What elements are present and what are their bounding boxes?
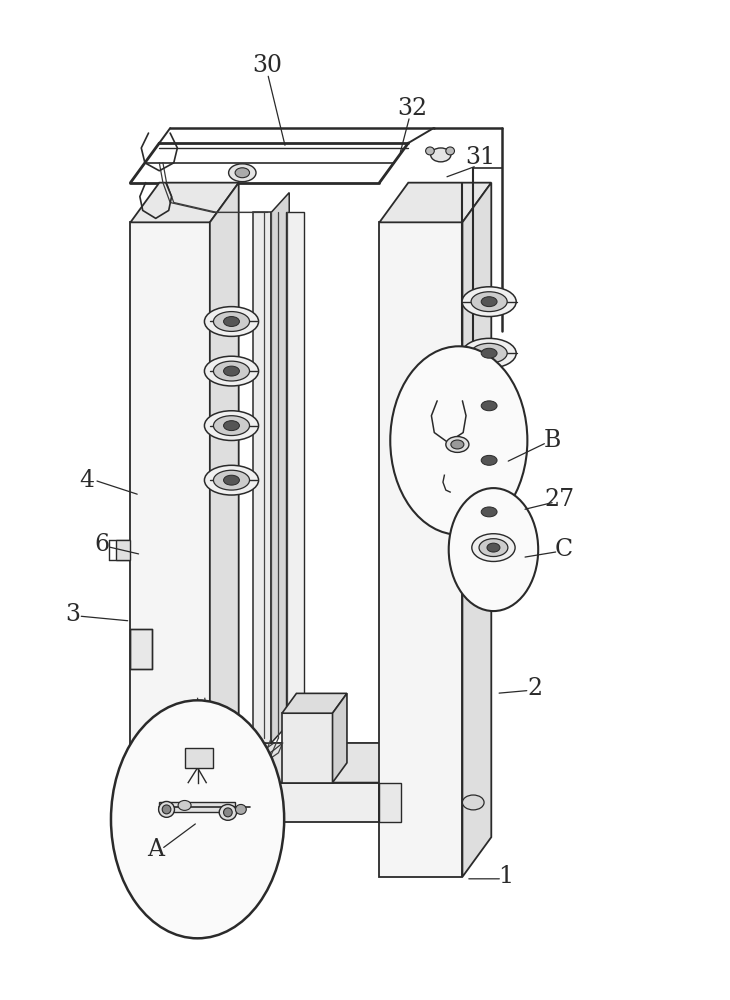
- Ellipse shape: [223, 366, 239, 376]
- Ellipse shape: [481, 297, 497, 307]
- Polygon shape: [131, 783, 380, 822]
- Ellipse shape: [426, 147, 434, 155]
- Ellipse shape: [178, 800, 191, 810]
- Text: B: B: [544, 429, 561, 452]
- Polygon shape: [210, 183, 239, 822]
- Polygon shape: [116, 540, 131, 560]
- Polygon shape: [285, 212, 304, 728]
- Ellipse shape: [451, 440, 464, 449]
- Ellipse shape: [158, 801, 174, 817]
- Ellipse shape: [204, 307, 258, 336]
- Polygon shape: [253, 212, 271, 743]
- Ellipse shape: [223, 808, 232, 817]
- Polygon shape: [380, 783, 401, 822]
- Ellipse shape: [481, 507, 497, 517]
- Ellipse shape: [213, 361, 250, 381]
- Polygon shape: [185, 748, 213, 768]
- Text: 31: 31: [466, 146, 496, 169]
- Ellipse shape: [213, 312, 250, 331]
- Ellipse shape: [471, 343, 507, 363]
- Text: A: A: [147, 838, 164, 861]
- Ellipse shape: [235, 168, 250, 178]
- Ellipse shape: [223, 421, 239, 431]
- Ellipse shape: [471, 292, 507, 312]
- Polygon shape: [131, 629, 152, 669]
- Text: 6: 6: [94, 533, 110, 556]
- Ellipse shape: [204, 356, 258, 386]
- Ellipse shape: [481, 455, 497, 465]
- Text: 30: 30: [253, 54, 283, 77]
- Text: 2: 2: [527, 677, 542, 700]
- Polygon shape: [380, 222, 462, 877]
- Polygon shape: [282, 713, 333, 783]
- Ellipse shape: [481, 348, 497, 358]
- Ellipse shape: [462, 445, 516, 475]
- Circle shape: [391, 346, 527, 535]
- Text: 3: 3: [65, 603, 80, 626]
- Polygon shape: [282, 693, 347, 713]
- Ellipse shape: [462, 391, 516, 421]
- Ellipse shape: [462, 497, 516, 527]
- Circle shape: [111, 700, 284, 938]
- Polygon shape: [380, 183, 491, 222]
- Ellipse shape: [462, 795, 484, 810]
- Polygon shape: [271, 193, 289, 743]
- Ellipse shape: [236, 804, 246, 814]
- Text: 1: 1: [498, 865, 513, 888]
- Polygon shape: [131, 743, 408, 783]
- Ellipse shape: [228, 164, 256, 182]
- Ellipse shape: [481, 401, 497, 411]
- Ellipse shape: [213, 416, 250, 436]
- Polygon shape: [159, 802, 235, 812]
- Ellipse shape: [219, 804, 237, 820]
- Ellipse shape: [446, 437, 469, 452]
- Ellipse shape: [462, 287, 516, 317]
- Text: 32: 32: [397, 97, 427, 120]
- Ellipse shape: [472, 534, 515, 561]
- Circle shape: [449, 488, 538, 611]
- Polygon shape: [462, 183, 491, 877]
- Ellipse shape: [223, 475, 239, 485]
- Ellipse shape: [487, 543, 500, 552]
- Text: C: C: [554, 538, 572, 561]
- Text: 4: 4: [80, 469, 95, 492]
- Ellipse shape: [431, 148, 451, 162]
- Ellipse shape: [162, 805, 171, 814]
- Ellipse shape: [471, 502, 507, 522]
- Polygon shape: [131, 183, 239, 222]
- Ellipse shape: [223, 317, 239, 326]
- Ellipse shape: [462, 338, 516, 368]
- Ellipse shape: [204, 411, 258, 440]
- Ellipse shape: [479, 539, 508, 557]
- Polygon shape: [131, 222, 210, 822]
- Text: 27: 27: [545, 488, 575, 512]
- Ellipse shape: [471, 396, 507, 416]
- Ellipse shape: [204, 465, 258, 495]
- Ellipse shape: [471, 450, 507, 470]
- Ellipse shape: [446, 147, 455, 155]
- Ellipse shape: [213, 470, 250, 490]
- Polygon shape: [333, 693, 347, 783]
